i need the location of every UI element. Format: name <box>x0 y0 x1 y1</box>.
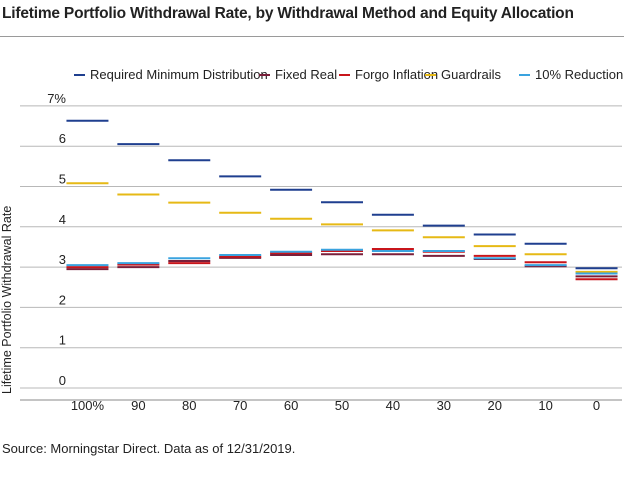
legend-label: 10% Reduction <box>535 67 624 82</box>
y-axis-label: Lifetime Portfolio Withdrawal Rate <box>0 206 14 394</box>
x-tick-label: 20 <box>487 398 501 413</box>
y-tick-label: 6 <box>59 131 66 146</box>
legend-swatch <box>519 73 530 76</box>
legend-label: Fixed Real <box>275 67 338 82</box>
legend-swatch <box>74 73 85 76</box>
data-marks <box>66 119 618 281</box>
legend-label: Forgo Inflation <box>355 67 439 82</box>
legend-item: Guardrails <box>425 67 501 82</box>
x-tick-label: 10 <box>538 398 552 413</box>
y-tick-label: 2 <box>59 292 66 307</box>
x-tick-label: 70 <box>233 398 247 413</box>
series-forgo-inflation <box>66 247 618 281</box>
x-tick-label: 80 <box>182 398 196 413</box>
chart-title: Lifetime Portfolio Withdrawal Rate, by W… <box>2 5 574 22</box>
y-tick-label: 7% <box>47 91 66 106</box>
x-tick-label: 30 <box>437 398 451 413</box>
legend-item: Fixed Real <box>259 67 337 82</box>
legend-item: Forgo Inflation <box>339 67 438 82</box>
chart-legend: Required Minimum Distribution Fixed Real F… <box>0 67 624 85</box>
y-tick-label: 4 <box>59 212 66 227</box>
legend-label: Required Minimum Distribution <box>90 67 268 82</box>
series-10-reduction <box>66 248 618 275</box>
legend-label: Guardrails <box>441 67 501 82</box>
x-tick-label: 100% <box>71 398 105 413</box>
legend-swatch <box>425 73 436 76</box>
y-tick-label: 3 <box>59 252 66 267</box>
x-tick-label: 0 <box>593 398 600 413</box>
x-tick-label: 40 <box>386 398 400 413</box>
y-tick-label: 5 <box>59 172 66 187</box>
gridlines <box>20 105 622 401</box>
x-tick-label: 60 <box>284 398 298 413</box>
title-divider <box>0 36 624 37</box>
y-tick-label: 1 <box>59 333 66 348</box>
x-tick-label: 50 <box>335 398 349 413</box>
y-tick-label: 0 <box>59 373 66 388</box>
legend-item: 10% Reduction <box>519 67 623 82</box>
y-tick-labels: 0 1 2 3 4 5 6 7% <box>47 91 66 388</box>
x-tick-label: 90 <box>131 398 145 413</box>
source-note: Source: Morningstar Direct. Data as of 1… <box>2 441 296 456</box>
x-tick-labels: 100% 90 80 70 60 50 40 30 20 10 0 <box>71 398 600 413</box>
legend-swatch <box>339 73 350 76</box>
legend-swatch <box>259 73 270 76</box>
legend-item: Required Minimum Distribution <box>74 67 268 82</box>
series-required-minimum-distribution <box>66 119 618 270</box>
series-guardrails <box>66 182 618 273</box>
